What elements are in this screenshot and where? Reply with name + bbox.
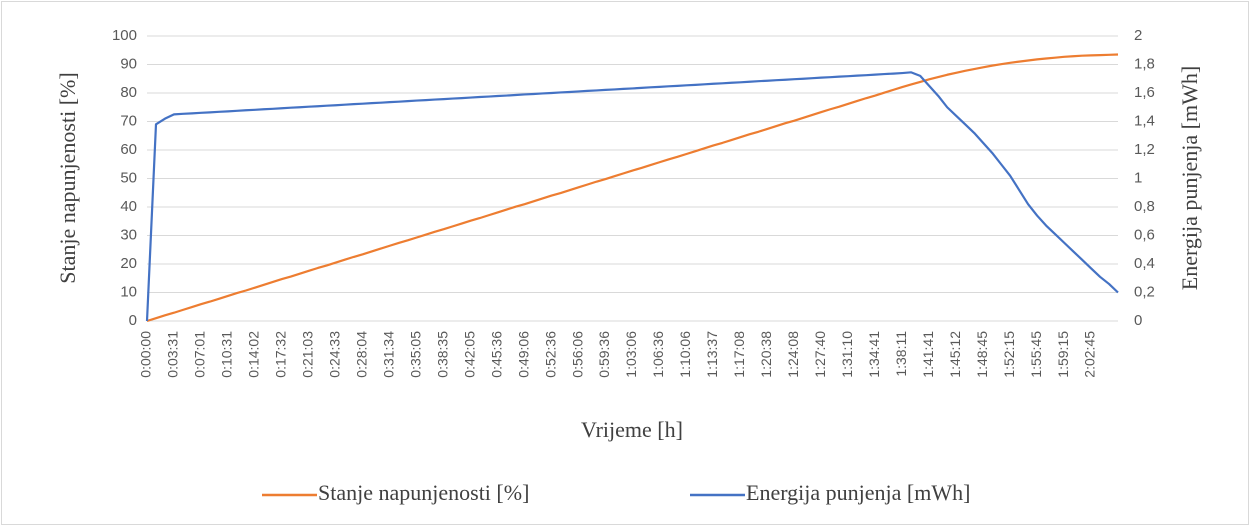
x-tick-label: 1:48:45 [974,331,990,378]
x-tick-label: 1:38:11 [893,331,909,377]
y2-axis-title: Energija punjenja [mWh] [1177,66,1202,290]
x-tick-label: 1:17:08 [731,331,747,378]
y-tick-label: 90 [120,55,137,72]
x-tick-label: 0:21:03 [300,331,316,378]
series-line [145,71,1119,322]
x-tick-label: 0:28:04 [353,331,369,378]
y2-tick-label: 1,6 [1134,84,1155,101]
series-line [146,53,1119,323]
y-tick-label: 60 [120,141,137,158]
x-tick-label: 0:14:02 [246,331,262,378]
x-tick-label: 0:07:01 [192,331,208,378]
x-tick-label: 1:24:08 [785,331,801,378]
y2-tick-label: 2 [1134,27,1142,44]
x-tick-label: 0:10:31 [219,331,235,378]
x-tick-label: 1:45:12 [947,331,963,378]
y-tick-label: 20 [120,255,137,272]
y2-tick-label: 0,8 [1134,198,1155,215]
legend-label: Energija punjenja [mWh] [746,480,970,505]
x-tick-label: 1:06:36 [650,331,666,378]
y2-tick-label: 1,2 [1134,141,1155,158]
x-tick-label: 0:35:05 [407,331,423,378]
x-tick-label: 1:41:41 [920,331,936,378]
y-tick-label: 10 [120,283,137,300]
x-tick-label: 1:20:38 [758,331,774,378]
x-tick-label: 1:13:37 [704,331,720,378]
y-tick-label: 40 [120,198,137,215]
x-tick-label: 1:10:06 [677,331,693,378]
y2-tick-label: 0,6 [1134,226,1155,243]
x-tick-label: 1:31:10 [839,331,855,378]
x-tick-label: 0:03:31 [165,331,181,378]
x-tick-label: 1:55:45 [1028,331,1044,378]
x-tick-label: 0:00:00 [138,331,154,378]
x-tick-label: 1:27:40 [812,331,828,378]
y2-tick-label: 0,2 [1134,283,1155,300]
y2-tick-label: 1 [1134,169,1142,186]
x-tick-label: 0:52:36 [542,331,558,378]
x-tick-label: 0:38:35 [434,331,450,378]
legend-label: Stanje napunjenosti [%] [318,480,529,505]
y2-tick-label: 0,4 [1134,255,1155,272]
y-tick-label: 100 [112,27,137,44]
y-tick-label: 50 [120,169,137,186]
x-tick-label: 1:03:06 [623,331,639,378]
x-tick-label: 0:45:36 [488,331,504,378]
x-tick-label: 0:24:33 [327,331,343,378]
x-tick-label: 1:52:15 [1001,331,1017,378]
x-tick-label: 0:56:06 [569,331,585,378]
y-tick-label: 80 [120,84,137,101]
y-tick-label: 30 [120,226,137,243]
y-axis-title: Stanje napunjenosti [%] [55,72,80,283]
y2-tick-label: 0 [1134,312,1142,329]
x-axis-title: Vrijeme [h] [581,417,683,442]
x-tick-label: 0:59:36 [596,331,612,378]
x-tick-label: 1:59:15 [1055,331,1071,378]
x-tick-label: 0:31:34 [380,331,396,378]
x-tick-label: 0:49:06 [515,331,531,378]
x-tick-label: 1:34:41 [866,331,882,378]
x-tick-label: 0:42:05 [461,331,477,378]
y-tick-label: 0 [129,312,137,329]
y2-tick-label: 1,4 [1134,112,1155,129]
y-tick-label: 70 [120,112,137,129]
y2-tick-label: 1,8 [1134,55,1155,72]
x-tick-label: 0:17:32 [273,331,289,378]
x-tick-label: 2:02:45 [1082,331,1098,378]
